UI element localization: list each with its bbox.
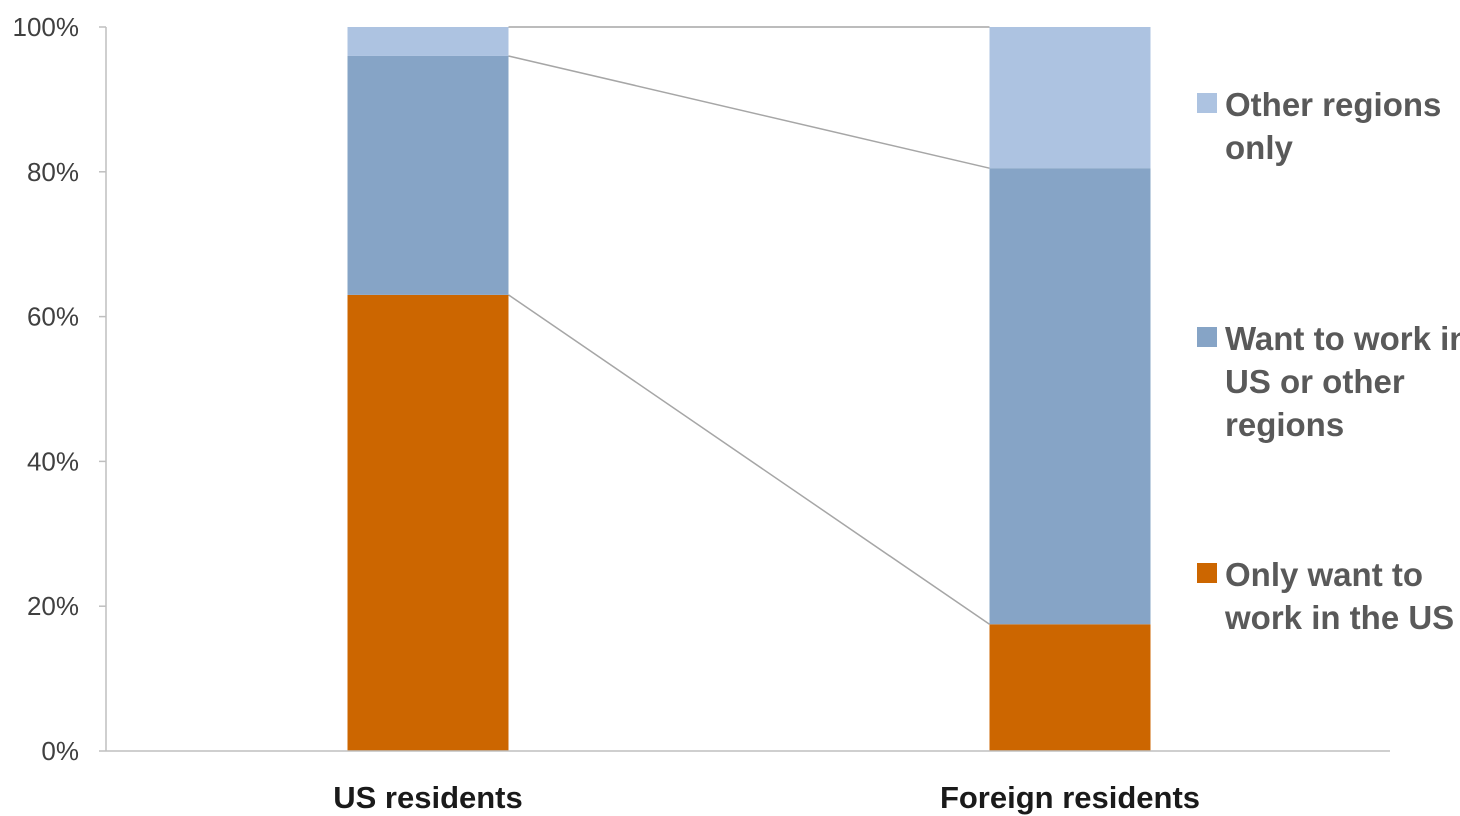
bar-segment <box>347 55 509 295</box>
bar-segment <box>989 27 1151 169</box>
x-category-label: Foreign residents <box>940 780 1200 815</box>
legend-swatch <box>1197 93 1217 113</box>
bar-segments <box>347 27 1151 751</box>
legend-label-line: US or other <box>1225 363 1405 400</box>
y-tick-label: 80% <box>27 157 79 187</box>
legend: Other regions only Want to work in US or ot… <box>1197 86 1460 636</box>
bar-segment <box>347 27 509 56</box>
axes <box>105 27 1390 752</box>
x-axis-labels: US residents Foreign residents <box>333 780 1200 815</box>
y-tick-label: 60% <box>27 302 79 332</box>
connector-line <box>508 55 990 169</box>
connector-lines <box>508 26 990 625</box>
connector-line <box>508 294 990 625</box>
y-tick-label: 20% <box>27 591 79 621</box>
bar-segment <box>989 624 1151 751</box>
y-tick-label: 40% <box>27 446 79 476</box>
bar-segment <box>347 294 509 751</box>
legend-label: Only want to work in the US <box>1224 556 1454 636</box>
legend-label-line: Want to work in <box>1225 320 1460 357</box>
bar-segment <box>989 168 1151 625</box>
legend-label: Other regions only <box>1225 86 1441 166</box>
legend-label-line: work in the US <box>1224 599 1454 636</box>
x-category-label: US residents <box>333 780 523 815</box>
legend-label-line: only <box>1225 129 1293 166</box>
legend-swatch <box>1197 327 1217 347</box>
legend-label-line: Other regions <box>1225 86 1441 123</box>
y-axis-ticks: 0% 20% 40% 60% 80% 100% <box>13 12 106 766</box>
legend-swatch <box>1197 563 1217 583</box>
legend-label-line: regions <box>1225 406 1344 443</box>
y-tick-label: 0% <box>41 736 79 766</box>
y-tick-label: 100% <box>13 12 80 42</box>
legend-label: Want to work in US or other regions <box>1225 320 1460 443</box>
legend-label-line: Only want to <box>1225 556 1423 593</box>
